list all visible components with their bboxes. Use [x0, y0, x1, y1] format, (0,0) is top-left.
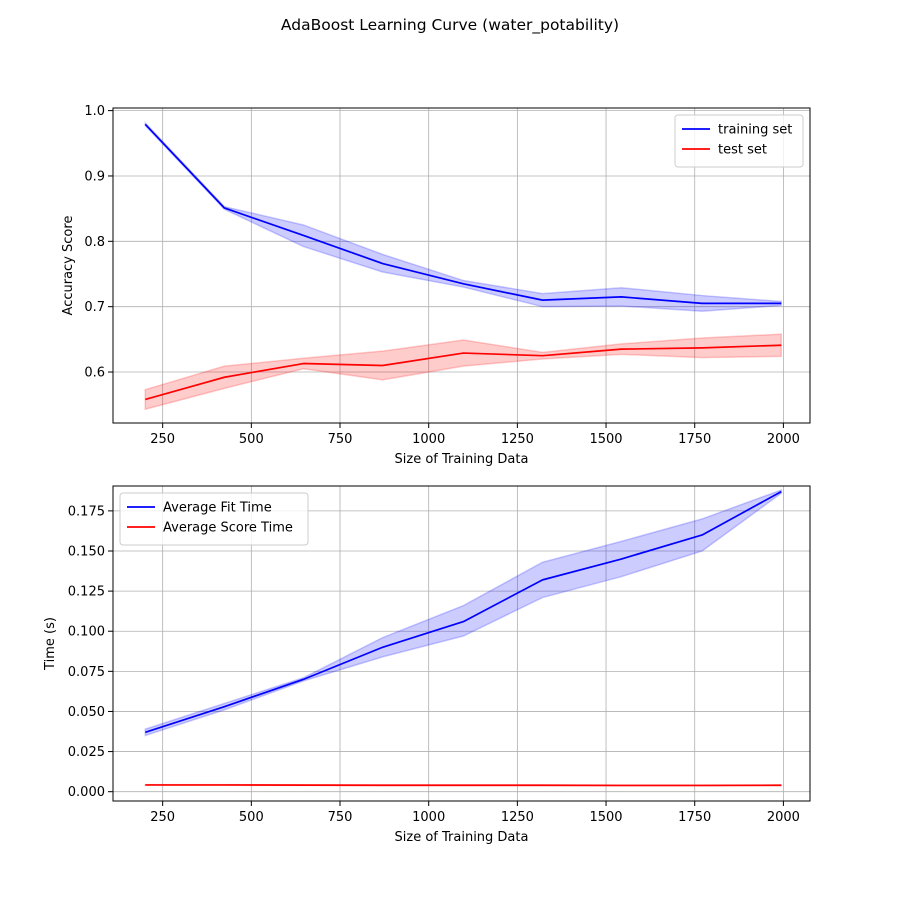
- x-tick-label: 250: [150, 810, 175, 825]
- y-axis-label: Accuracy Score: [61, 216, 76, 316]
- legend-box: [119, 492, 309, 546]
- legend-box: [674, 114, 804, 168]
- legend: Average Fit Time Average Score Time: [119, 492, 309, 546]
- x-tick-label: 250: [150, 432, 175, 447]
- series-line-0: [144, 123, 782, 305]
- y-axis-label: Time (s): [43, 617, 58, 671]
- y-tick-label: 0.075: [68, 665, 105, 680]
- legend-label-1: Average Score Time: [163, 521, 293, 536]
- y-tick-label: 0.175: [68, 504, 105, 519]
- series-band-1: [144, 333, 783, 411]
- x-tick-label: 1500: [589, 432, 622, 447]
- series-line-0: [145, 490, 782, 734]
- y-tick-label: 0.7: [84, 300, 105, 315]
- legend-label-1: test set: [718, 143, 767, 158]
- time-chart: 250 500 750 1000 1250 1500 1750 2000 0.000 0.025 0…: [43, 485, 811, 845]
- series-line-1: [145, 344, 782, 401]
- y-tick-label: 0.8: [84, 235, 105, 250]
- legend-label-0: training set: [718, 123, 792, 138]
- x-tick-label: 750: [328, 810, 353, 825]
- x-tick-label: 2000: [767, 810, 800, 825]
- x-tick-label: 1250: [501, 432, 534, 447]
- y-tick-label: 0.150: [68, 544, 105, 559]
- plot-frame: [112, 485, 811, 802]
- y-tick-label: 1.0: [84, 104, 105, 119]
- y-tick-label: 0.100: [68, 625, 105, 640]
- series-band-0: [144, 121, 783, 312]
- legend: training set test set: [674, 114, 804, 168]
- x-axis-label: Size of Training Data: [395, 830, 529, 845]
- y-tick-label: 0.025: [68, 745, 105, 760]
- x-tick-label: 1000: [412, 432, 445, 447]
- figure-title: AdaBoost Learning Curve (water_potabilit…: [281, 16, 619, 35]
- x-tick-label: 750: [328, 432, 353, 447]
- plot-frame: [112, 107, 811, 424]
- x-axis-label: Size of Training Data: [395, 452, 529, 467]
- x-tick-label: 500: [239, 432, 264, 447]
- series-band-0: [144, 488, 783, 737]
- x-tick-label: 1250: [501, 810, 534, 825]
- x-tick-label: 1000: [412, 810, 445, 825]
- x-tick-label: 2000: [767, 432, 800, 447]
- x-tick-label: 1750: [678, 432, 711, 447]
- x-tick-label: 500: [239, 810, 264, 825]
- y-tick-label: 0.6: [84, 366, 105, 381]
- x-tick-label: 1500: [589, 810, 622, 825]
- y-tick-label: 0.9: [84, 169, 105, 184]
- y-tick-label: 0.050: [68, 705, 105, 720]
- x-tick-label: 1750: [678, 810, 711, 825]
- y-tick-label: 0.000: [68, 785, 105, 800]
- legend-label-0: Average Fit Time: [163, 501, 272, 516]
- y-tick-label: 0.125: [68, 585, 105, 600]
- accuracy-chart: 250 500 750 1000 1250 1500 1750 2000 0.6 0.7 0.8 0.…: [61, 104, 811, 467]
